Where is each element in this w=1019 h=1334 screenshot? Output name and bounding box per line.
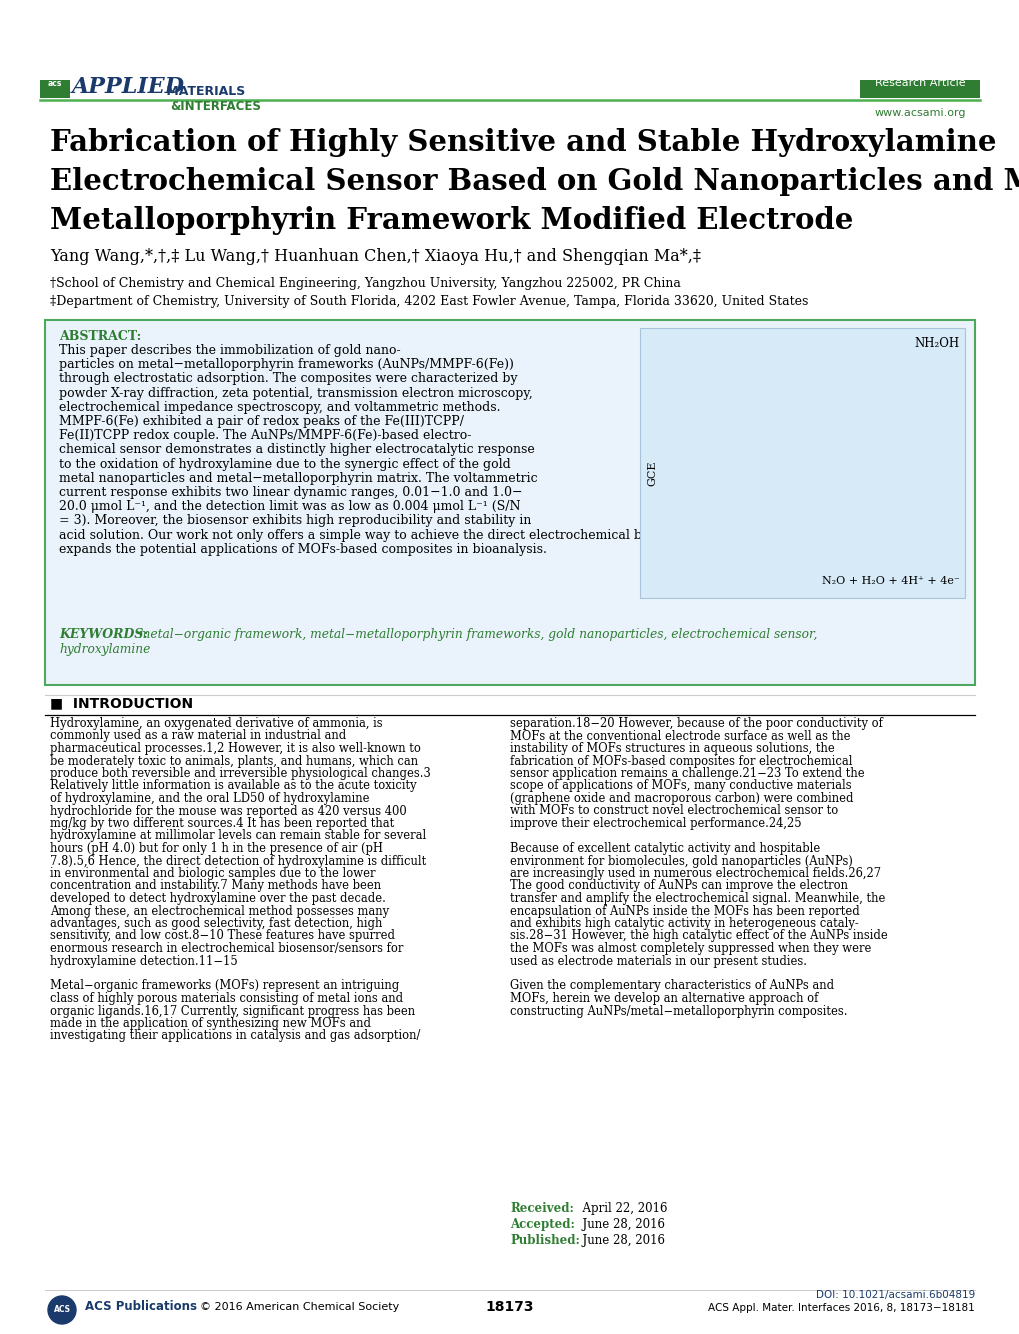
Text: the MOFs was almost completely suppressed when they were: the MOFs was almost completely suppresse…	[510, 942, 870, 955]
Text: environment for biomolecules, gold nanoparticles (AuNPs): environment for biomolecules, gold nanop…	[510, 855, 852, 867]
Text: instability of MOFs structures in aqueous solutions, the: instability of MOFs structures in aqueou…	[510, 742, 834, 755]
Text: current response exhibits two linear dynamic ranges, 0.01−1.0 and 1.0−: current response exhibits two linear dyn…	[59, 486, 522, 499]
Text: to the oxidation of hydroxylamine due to the synergic effect of the gold: to the oxidation of hydroxylamine due to…	[59, 458, 511, 471]
Text: acs: acs	[48, 79, 62, 88]
Text: †School of Chemistry and Chemical Engineering, Yangzhou University, Yangzhou 225: †School of Chemistry and Chemical Engine…	[50, 277, 681, 289]
Bar	[859, 80, 979, 97]
Text: organic ligands.16,17 Currently, significant progress has been: organic ligands.16,17 Currently, signifi…	[50, 1005, 415, 1018]
Text: hydroxylamine: hydroxylamine	[59, 643, 150, 655]
Text: MATERIALS: MATERIALS	[162, 85, 245, 97]
Text: investigating their applications in catalysis and gas adsorption/: investigating their applications in cata…	[50, 1030, 420, 1042]
Text: transfer and amplify the electrochemical signal. Meanwhile, the: transfer and amplify the electrochemical…	[510, 892, 884, 904]
Text: are increasingly used in numerous electrochemical fields.26,27: are increasingly used in numerous electr…	[510, 867, 880, 880]
Text: ABSTRACT:: ABSTRACT:	[59, 329, 141, 343]
Text: expands the potential applications of MOFs-based composites in bioanalysis.: expands the potential applications of MO…	[59, 543, 546, 556]
Text: APPLIED: APPLIED	[72, 76, 184, 97]
Text: particles on metal−metalloporphyrin frameworks (AuNPs/MMPF-6(Fe)): particles on metal−metalloporphyrin fram…	[59, 359, 514, 371]
Text: MOFs, herein we develop an alternative approach of: MOFs, herein we develop an alternative a…	[510, 992, 817, 1005]
Text: made in the application of synthesizing new MOFs and: made in the application of synthesizing …	[50, 1017, 371, 1030]
Text: acid solution. Our work not only offers a simple way to achieve the direct elect: acid solution. Our work not only offers …	[59, 528, 873, 542]
Text: be moderately toxic to animals, plants, and humans, which can: be moderately toxic to animals, plants, …	[50, 755, 418, 767]
Bar	[40, 80, 70, 97]
Text: DOI: 10.1021/acsami.6b04819: DOI: 10.1021/acsami.6b04819	[815, 1290, 974, 1301]
Text: developed to detect hydroxylamine over the past decade.: developed to detect hydroxylamine over t…	[50, 892, 385, 904]
Text: 7.8).5,6 Hence, the direct detection of hydroxylamine is difficult: 7.8).5,6 Hence, the direct detection of …	[50, 855, 426, 867]
Text: Relatively little information is available as to the acute toxicity: Relatively little information is availab…	[50, 779, 416, 792]
Text: advantages, such as good selectivity, fast detection, high: advantages, such as good selectivity, fa…	[50, 916, 382, 930]
Text: &INTERFACES: &INTERFACES	[170, 100, 261, 113]
Text: hydroxylamine detection.11−15: hydroxylamine detection.11−15	[50, 955, 237, 967]
Text: ACS Appl. Mater. Interfaces 2016, 8, 18173−18181: ACS Appl. Mater. Interfaces 2016, 8, 181…	[707, 1303, 974, 1313]
Text: ACS: ACS	[53, 1306, 70, 1314]
Text: Metal−organic frameworks (MOFs) represent an intriguing: Metal−organic frameworks (MOFs) represen…	[50, 979, 398, 992]
Text: sensor application remains a challenge.21−23 To extend the: sensor application remains a challenge.2…	[510, 767, 864, 780]
Text: chemical sensor demonstrates a distinctly higher electrocatalytic response: chemical sensor demonstrates a distinctl…	[59, 443, 534, 456]
Text: concentration and instability.7 Many methods have been: concentration and instability.7 Many met…	[50, 879, 381, 892]
Text: © 2016 American Chemical Society: © 2016 American Chemical Society	[200, 1302, 398, 1313]
Text: N₂O + H₂O + 4H⁺ + 4e⁻: N₂O + H₂O + 4H⁺ + 4e⁻	[821, 576, 959, 586]
Text: April 22, 2016: April 22, 2016	[575, 1202, 666, 1215]
Text: class of highly porous materials consisting of metal ions and: class of highly porous materials consist…	[50, 992, 403, 1005]
Text: ACS Publications: ACS Publications	[85, 1301, 197, 1314]
Text: KEYWORDS:: KEYWORDS:	[59, 628, 148, 642]
Text: through electrostatic adsorption. The composites were characterized by: through electrostatic adsorption. The co…	[59, 372, 517, 386]
Text: sis.28−31 However, the high catalytic effect of the AuNPs inside: sis.28−31 However, the high catalytic ef…	[510, 930, 887, 943]
Text: electrochemical impedance spectroscopy, and voltammetric methods.: electrochemical impedance spectroscopy, …	[59, 400, 500, 414]
Text: hydroxylamine at millimolar levels can remain stable for several: hydroxylamine at millimolar levels can r…	[50, 830, 426, 843]
Text: Research Article: Research Article	[874, 77, 964, 88]
Text: sensitivity, and low cost.8−10 These features have spurred: sensitivity, and low cost.8−10 These fea…	[50, 930, 394, 943]
Text: encapsulation of AuNPs inside the MOFs has been reported: encapsulation of AuNPs inside the MOFs h…	[510, 904, 859, 918]
Text: improve their electrochemical performance.24,25: improve their electrochemical performanc…	[510, 816, 801, 830]
Text: 20.0 μmol L⁻¹, and the detection limit was as low as 0.004 μmol L⁻¹ (S/N: 20.0 μmol L⁻¹, and the detection limit w…	[59, 500, 520, 514]
Text: separation.18−20 However, because of the poor conductivity of: separation.18−20 However, because of the…	[510, 716, 882, 730]
Text: commonly used as a raw material in industrial and: commonly used as a raw material in indus…	[50, 730, 345, 743]
Text: in environmental and biologic samples due to the lower: in environmental and biologic samples du…	[50, 867, 375, 880]
Text: NH₂OH: NH₂OH	[914, 338, 959, 350]
Text: ‡Department of Chemistry, University of South Florida, 4202 East Fowler Avenue, : ‡Department of Chemistry, University of …	[50, 295, 808, 308]
Text: Metalloporphyrin Framework Modified Electrode: Metalloporphyrin Framework Modified Elec…	[50, 205, 853, 235]
Text: Given the complementary characteristics of AuNPs and: Given the complementary characteristics …	[510, 979, 834, 992]
Text: fabrication of MOFs-based composites for electrochemical: fabrication of MOFs-based composites for…	[510, 755, 852, 767]
Text: The good conductivity of AuNPs can improve the electron: The good conductivity of AuNPs can impro…	[510, 879, 847, 892]
Text: Received:: Received:	[510, 1202, 574, 1215]
Text: Electrochemical Sensor Based on Gold Nanoparticles and Metal–: Electrochemical Sensor Based on Gold Nan…	[50, 167, 1019, 196]
Text: 18173: 18173	[485, 1301, 534, 1314]
Text: www.acsami.org: www.acsami.org	[873, 108, 965, 117]
Text: GCE: GCE	[646, 460, 656, 486]
Text: with MOFs to construct novel electrochemical sensor to: with MOFs to construct novel electrochem…	[510, 804, 838, 818]
Bar	[639, 328, 964, 598]
Text: MMPF-6(Fe) exhibited a pair of redox peaks of the Fe(III)TCPP/: MMPF-6(Fe) exhibited a pair of redox pea…	[59, 415, 464, 428]
Text: hours (pH 4.0) but for only 1 h in the presence of air (pH: hours (pH 4.0) but for only 1 h in the p…	[50, 842, 382, 855]
Text: Among these, an electrochemical method possesses many: Among these, an electrochemical method p…	[50, 904, 388, 918]
Text: ■  INTRODUCTION: ■ INTRODUCTION	[50, 696, 193, 710]
Text: metal nanoparticles and metal−metalloporphyrin matrix. The voltammetric: metal nanoparticles and metal−metallopor…	[59, 472, 537, 484]
Text: (graphene oxide and macroporous carbon) were combined: (graphene oxide and macroporous carbon) …	[510, 792, 853, 804]
Text: produce both reversible and irreversible physiological changes.3: produce both reversible and irreversible…	[50, 767, 430, 780]
Circle shape	[48, 1297, 76, 1325]
Text: June 28, 2016: June 28, 2016	[575, 1218, 664, 1231]
Text: of hydroxylamine, and the oral LD50 of hydroxylamine: of hydroxylamine, and the oral LD50 of h…	[50, 792, 369, 804]
Text: enormous research in electrochemical biosensor/sensors for: enormous research in electrochemical bio…	[50, 942, 403, 955]
Text: mg/kg by two different sources.4 It has been reported that: mg/kg by two different sources.4 It has …	[50, 816, 394, 830]
Text: Yang Wang,*,†,‡ Lu Wang,† Huanhuan Chen,† Xiaoya Hu,† and Shengqian Ma*,‡: Yang Wang,*,†,‡ Lu Wang,† Huanhuan Chen,…	[50, 248, 700, 265]
Text: constructing AuNPs/metal−metalloporphyrin composites.: constructing AuNPs/metal−metalloporphyri…	[510, 1005, 847, 1018]
Text: Fe(II)TCPP redox couple. The AuNPs/MMPF-6(Fe)-based electro-: Fe(II)TCPP redox couple. The AuNPs/MMPF-…	[59, 430, 471, 442]
Text: Hydroxylamine, an oxygenated derivative of ammonia, is: Hydroxylamine, an oxygenated derivative …	[50, 716, 382, 730]
Text: Accepted:: Accepted:	[510, 1218, 575, 1231]
Text: powder X-ray diffraction, zeta potential, transmission electron microscopy,: powder X-ray diffraction, zeta potential…	[59, 387, 532, 400]
Text: June 28, 2016: June 28, 2016	[575, 1234, 664, 1247]
Text: used as electrode materials in our present studies.: used as electrode materials in our prese…	[510, 955, 806, 967]
Text: and exhibits high catalytic activity in heterogeneous cataly-: and exhibits high catalytic activity in …	[510, 916, 858, 930]
Text: MOFs at the conventional electrode surface as well as the: MOFs at the conventional electrode surfa…	[510, 730, 850, 743]
Text: Published:: Published:	[510, 1234, 580, 1247]
Text: hydrochloride for the mouse was reported as 420 versus 400: hydrochloride for the mouse was reported…	[50, 804, 407, 818]
Text: = 3). Moreover, the biosensor exhibits high reproducibility and stability in: = 3). Moreover, the biosensor exhibits h…	[59, 515, 531, 527]
Text: Because of excellent catalytic activity and hospitable: Because of excellent catalytic activity …	[510, 842, 819, 855]
Text: pharmaceutical processes.1,2 However, it is also well-known to: pharmaceutical processes.1,2 However, it…	[50, 742, 421, 755]
Text: scope of applications of MOFs, many conductive materials: scope of applications of MOFs, many cond…	[510, 779, 851, 792]
Bar	[45, 320, 974, 684]
Text: This paper describes the immobilization of gold nano-: This paper describes the immobilization …	[59, 344, 400, 358]
Text: Fabrication of Highly Sensitive and Stable Hydroxylamine: Fabrication of Highly Sensitive and Stab…	[50, 128, 996, 157]
Text: metal−organic framework, metal−metalloporphyrin frameworks, gold nanoparticles, : metal−organic framework, metal−metallopo…	[130, 628, 816, 642]
